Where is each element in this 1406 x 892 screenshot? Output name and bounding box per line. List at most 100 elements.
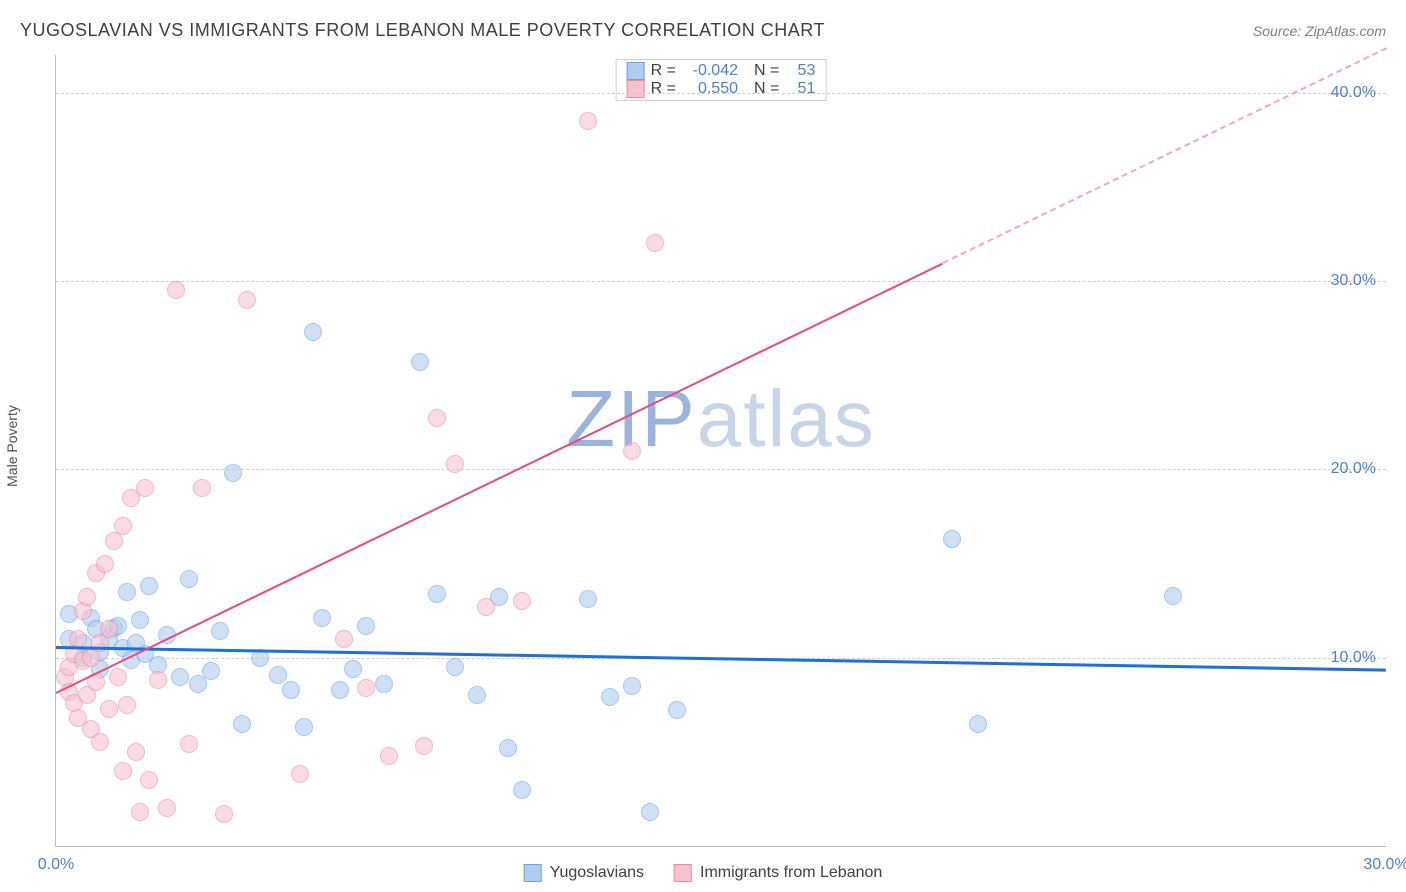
data-point	[131, 803, 149, 821]
data-point	[149, 671, 167, 689]
data-point	[114, 517, 132, 535]
data-point	[136, 479, 154, 497]
y-tick-label: 40.0%	[1331, 84, 1376, 102]
y-axis-label: Male Poverty	[4, 405, 20, 487]
data-point	[428, 585, 446, 603]
data-point	[158, 799, 176, 817]
data-point	[233, 715, 251, 733]
data-point	[140, 577, 158, 595]
data-point	[69, 630, 87, 648]
data-point	[969, 715, 987, 733]
legend-series-item: Immigrants from Lebanon	[674, 864, 882, 882]
gridline	[56, 469, 1386, 470]
r-value: -0.042	[682, 62, 738, 80]
data-point	[167, 281, 185, 299]
data-point	[357, 679, 375, 697]
data-point	[189, 675, 207, 693]
data-point	[282, 681, 300, 699]
n-value: 53	[785, 62, 815, 80]
data-point	[579, 590, 597, 608]
legend-series-item: Yugoslavians	[524, 864, 644, 882]
data-point	[91, 733, 109, 751]
header: YUGOSLAVIAN VS IMMIGRANTS FROM LEBANON M…	[20, 20, 1386, 41]
data-point	[313, 609, 331, 627]
legend-series-label: Immigrants from Lebanon	[700, 864, 882, 882]
data-point	[96, 555, 114, 573]
n-label: N =	[754, 62, 779, 80]
data-point	[513, 592, 531, 610]
data-point	[100, 700, 118, 718]
data-point	[291, 765, 309, 783]
data-point	[357, 617, 375, 635]
data-point	[428, 409, 446, 427]
data-point	[224, 464, 242, 482]
data-point	[193, 479, 211, 497]
data-point	[446, 455, 464, 473]
data-point	[477, 598, 495, 616]
data-point	[446, 658, 464, 676]
data-point	[118, 696, 136, 714]
data-point	[131, 611, 149, 629]
y-tick-label: 20.0%	[1331, 460, 1376, 478]
r-label: R =	[651, 62, 676, 80]
data-point	[1164, 587, 1182, 605]
data-point	[411, 353, 429, 371]
data-point	[513, 781, 531, 799]
data-point	[100, 620, 118, 638]
gridline	[56, 93, 1386, 94]
data-point	[109, 668, 127, 686]
data-point	[118, 583, 136, 601]
legend-swatch	[627, 62, 645, 80]
data-point	[171, 668, 189, 686]
source-label: Source: ZipAtlas.com	[1253, 23, 1386, 39]
data-point	[304, 323, 322, 341]
data-point	[668, 701, 686, 719]
data-point	[180, 570, 198, 588]
data-point	[641, 803, 659, 821]
trendline-extrapolated	[942, 48, 1386, 264]
r-value: 0.550	[682, 80, 738, 98]
data-point	[415, 737, 433, 755]
n-value: 51	[785, 80, 815, 98]
y-tick-label: 10.0%	[1331, 649, 1376, 667]
data-point	[238, 291, 256, 309]
watermark: ZIPatlas	[566, 373, 875, 465]
data-point	[344, 660, 362, 678]
r-label: R =	[651, 80, 676, 98]
data-point	[295, 718, 313, 736]
data-point	[211, 622, 229, 640]
x-tick-label: 30.0%	[1363, 856, 1406, 874]
x-tick-label: 0.0%	[38, 856, 74, 874]
legend-correlation-row: R = -0.042 N = 53	[627, 62, 816, 80]
legend-correlation: R = -0.042 N = 53 R = 0.550 N = 51	[616, 59, 827, 101]
data-point	[202, 662, 220, 680]
legend-correlation-row: R = 0.550 N = 51	[627, 80, 816, 98]
data-point	[114, 762, 132, 780]
data-point	[943, 530, 961, 548]
data-point	[646, 234, 664, 252]
data-point	[623, 677, 641, 695]
data-point	[127, 743, 145, 761]
chart-area: ZIPatlas R = -0.042 N = 53 R = 0.550 N = 51 10.…	[55, 55, 1386, 847]
data-point	[601, 688, 619, 706]
data-point	[331, 681, 349, 699]
n-label: N =	[754, 80, 779, 98]
y-tick-label: 30.0%	[1331, 272, 1376, 290]
legend-swatch	[524, 864, 542, 882]
data-point	[180, 735, 198, 753]
data-point	[579, 112, 597, 130]
data-point	[335, 630, 353, 648]
trendline	[56, 262, 944, 693]
chart-title: YUGOSLAVIAN VS IMMIGRANTS FROM LEBANON M…	[20, 20, 825, 41]
gridline	[56, 281, 1386, 282]
data-point	[623, 442, 641, 460]
legend-series-label: Yugoslavians	[550, 864, 644, 882]
data-point	[78, 588, 96, 606]
data-point	[375, 675, 393, 693]
data-point	[499, 739, 517, 757]
data-point	[468, 686, 486, 704]
legend-swatch	[627, 80, 645, 98]
data-point	[140, 771, 158, 789]
legend-series: Yugoslavians Immigrants from Lebanon	[524, 864, 883, 882]
data-point	[269, 666, 287, 684]
